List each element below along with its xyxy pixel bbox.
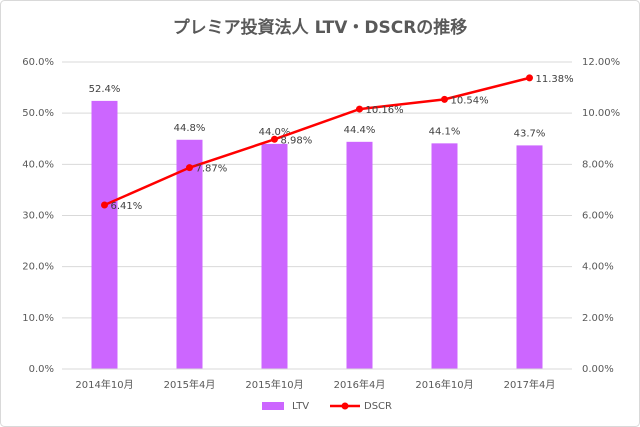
bar xyxy=(261,143,288,369)
legend-swatch xyxy=(262,402,284,410)
x-tick-label: 2015年10月 xyxy=(245,378,303,391)
marker xyxy=(526,74,533,82)
y-tick-label: 60.0% xyxy=(22,57,54,68)
data-label: 10.54% xyxy=(451,95,489,106)
y-tick-label: 40.0% xyxy=(22,159,54,170)
y2-tick-label: 0.00% xyxy=(582,364,614,375)
legend-label: LTV xyxy=(292,401,309,412)
y2-tick-label: 12.00% xyxy=(582,57,620,68)
y2-tick-label: 2.00% xyxy=(582,313,614,324)
y-tick-label: 10.0% xyxy=(22,313,54,324)
bar xyxy=(346,141,373,369)
x-tick-label: 2015年4月 xyxy=(164,378,216,391)
y-tick-label: 20.0% xyxy=(22,262,54,273)
y-tick-label: 50.0% xyxy=(22,108,54,119)
bar xyxy=(516,145,543,369)
data-label: 44.4% xyxy=(344,125,376,136)
data-label: 43.7% xyxy=(514,128,546,139)
data-label: 11.38% xyxy=(536,74,574,85)
legend-swatch xyxy=(341,402,349,410)
y-tick-label: 0.0% xyxy=(29,364,54,375)
line xyxy=(103,76,530,207)
x-tick-label: 2016年4月 xyxy=(334,378,386,391)
marker xyxy=(101,201,108,209)
data-label: 44.0% xyxy=(259,127,291,138)
y-tick-label: 30.0% xyxy=(22,211,54,222)
bar xyxy=(176,139,203,369)
marker xyxy=(186,164,193,172)
x-tick-label: 2014年10月 xyxy=(75,378,133,391)
y2-tick-label: 8.00% xyxy=(582,159,614,170)
data-label: 8.98% xyxy=(281,135,313,146)
bar xyxy=(431,143,458,369)
data-label: 7.87% xyxy=(196,164,228,175)
chart-title: プレミア投資法人 LTV・DSCRの推移 xyxy=(173,17,468,38)
y2-tick-label: 10.00% xyxy=(582,108,620,119)
y2-tick-label: 4.00% xyxy=(582,262,614,273)
legend-label: DSCR xyxy=(364,401,392,412)
data-label: 44.8% xyxy=(174,123,206,134)
x-tick-label: 2016年10月 xyxy=(415,378,473,391)
marker xyxy=(356,105,363,113)
data-label: 44.1% xyxy=(429,126,461,137)
x-tick-label: 2017年4月 xyxy=(504,378,556,391)
y2-tick-label: 6.00% xyxy=(582,211,614,222)
marker xyxy=(441,95,448,103)
data-label: 10.16% xyxy=(366,105,404,116)
bar xyxy=(91,100,118,370)
data-label: 52.4% xyxy=(89,84,121,95)
marker xyxy=(271,135,278,143)
data-label: 6.41% xyxy=(111,201,143,212)
